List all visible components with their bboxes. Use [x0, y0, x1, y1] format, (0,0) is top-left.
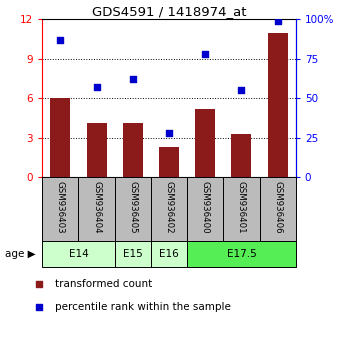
Point [37, 304, 42, 309]
Bar [260, 177, 296, 241]
Text: E16: E16 [159, 249, 179, 259]
Text: GSM936404: GSM936404 [92, 181, 101, 234]
Bar [187, 241, 296, 267]
Bar [115, 241, 151, 267]
Bar [42, 241, 115, 267]
Point [202, 51, 208, 57]
Text: GSM936405: GSM936405 [128, 181, 137, 234]
Text: GSM936403: GSM936403 [56, 181, 65, 234]
Text: GSM936400: GSM936400 [201, 181, 210, 234]
Bar [42, 177, 78, 241]
Bar [151, 177, 187, 241]
Text: GSM936402: GSM936402 [165, 181, 173, 234]
Bar [115, 177, 151, 241]
Bar [50, 98, 70, 177]
Text: GSM936401: GSM936401 [237, 181, 246, 234]
Bar [151, 241, 187, 267]
Point [94, 84, 99, 90]
Point [37, 281, 42, 286]
Text: E15: E15 [123, 249, 143, 259]
Point [275, 18, 280, 24]
Text: age ▶: age ▶ [5, 249, 36, 259]
Bar [268, 33, 288, 177]
Point [58, 37, 63, 43]
Title: GDS4591 / 1418974_at: GDS4591 / 1418974_at [92, 5, 246, 18]
Text: E14: E14 [69, 249, 88, 259]
Bar [78, 177, 115, 241]
Bar [159, 147, 179, 177]
Bar [187, 177, 223, 241]
Bar [232, 134, 251, 177]
Point [130, 76, 136, 82]
Bar [123, 123, 143, 177]
Text: E17.5: E17.5 [226, 249, 256, 259]
Bar [87, 123, 106, 177]
Point [166, 130, 172, 136]
Text: percentile rank within the sample: percentile rank within the sample [55, 302, 231, 312]
Text: transformed count: transformed count [55, 279, 153, 289]
Text: GSM936406: GSM936406 [273, 181, 282, 234]
Bar [223, 177, 260, 241]
Bar [195, 109, 215, 177]
Point [239, 87, 244, 93]
